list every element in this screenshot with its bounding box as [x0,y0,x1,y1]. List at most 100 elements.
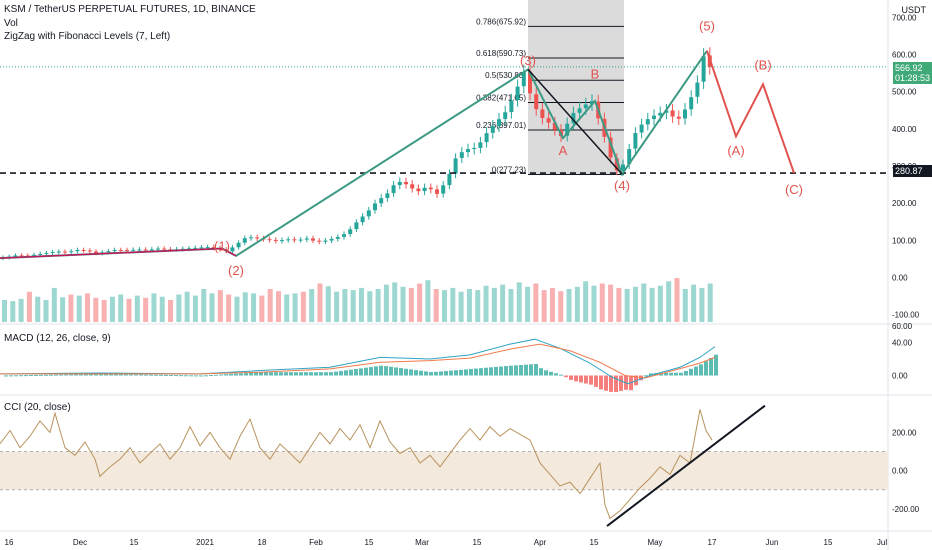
candle-body [149,249,154,251]
macd-histogram-bar [604,375,608,391]
macd-histogram-bar [34,374,38,376]
macd-histogram-bar [304,372,308,376]
volume-bar [234,296,240,322]
candle-body [571,112,576,124]
volume-bar [367,291,373,322]
macd-histogram-bar [674,372,678,376]
candle-body [583,104,588,109]
time-tick-label: 15 [365,538,374,547]
macd-histogram-bar [189,375,193,377]
candle-body [577,108,582,113]
macd-histogram-bar [359,368,363,376]
time-tick-label: Jul [877,538,887,547]
candle-body [63,251,67,253]
macd-histogram-bar [9,375,13,377]
volume-bar [417,283,423,322]
macd-histogram-bar [589,375,593,385]
volume-bar [68,294,74,322]
macd-histogram-bar [439,371,443,376]
macd-histogram-bar [569,375,573,380]
candle-body [590,101,594,105]
candle-body [565,123,570,136]
macd-histogram-bar [364,367,368,376]
candle-body [695,82,700,97]
macd-histogram-bar [434,371,438,376]
volume-bar [491,287,497,322]
macd-histogram-bar [149,374,153,376]
candle-body [658,112,663,116]
macd-histogram-bar [664,372,668,376]
macd-histogram-bar [564,375,568,378]
candle-body [143,249,148,251]
wave-label: (3) [520,53,536,68]
candle-body [627,149,632,165]
candle-body [125,250,129,252]
macd-histogram-bar [444,371,448,376]
wave-label: (C) [785,182,803,197]
macd-histogram-bar [349,369,353,376]
volume-bar [475,290,481,322]
volume-bar [566,289,572,322]
candle-body [298,239,303,241]
candle-body [379,198,384,204]
volume-bar [691,284,697,322]
macd-histogram-bar [594,375,598,387]
currency-label: USDT [901,5,927,15]
candle-body [286,239,291,241]
volume-bar [624,289,630,322]
macd-histogram-bar [4,375,8,377]
candle-body [664,110,669,113]
macd-histogram-bar [79,374,83,376]
volume-bar [275,291,281,322]
macd-histogram-bar [619,375,623,391]
macd-histogram-bar [554,373,558,376]
volume-bar [392,282,398,322]
volume-bar [201,289,207,322]
macd-histogram-bar [14,375,18,377]
volume-bar [641,283,647,322]
candle-body [69,251,74,253]
wave-label: (A) [727,143,744,158]
macd-histogram-bar [54,374,58,376]
candle-body [645,119,650,125]
macd-histogram-bar [574,375,578,382]
candle-body [267,239,272,241]
candle-body [162,248,167,250]
candle-body [273,239,278,241]
macd-histogram-bar [469,368,473,376]
candle-body [199,247,204,249]
symbol-title: KSM / TetherUS PERPETUAL FUTURES, 1D, BI… [4,4,256,15]
macd-histogram-bar [429,372,433,376]
volume-bar [400,286,406,322]
candle-body [193,247,198,249]
volume-bar [242,292,248,322]
wave-1-2-line [0,247,237,259]
macd-histogram-bar [249,372,253,376]
volume-bar [533,283,539,322]
candle-body [472,147,477,150]
volume-bar [466,289,472,322]
candle-body [329,238,334,241]
candle-body [497,119,501,126]
macd-histogram-bar [484,367,488,376]
volume-bar [334,291,340,322]
candle-body [112,250,117,252]
volume-bar [217,290,223,322]
macd-histogram-bar [354,369,358,376]
macd-histogram-bar [499,366,503,376]
volume-bar [616,287,622,322]
time-tick-label: Feb [309,538,323,547]
candle-body [249,237,253,239]
candle-body [459,152,464,158]
macd-histogram-bar [514,365,518,376]
volume-bar [51,287,57,322]
time-tick-label: Dec [73,538,87,547]
macd-histogram-bar [419,370,423,376]
volume-bar [101,300,107,322]
candle-body [187,248,191,250]
candle-body [528,71,532,94]
macd-tick-label: 60.00 [892,322,913,331]
macd-histogram-bar [39,374,43,376]
macd-histogram-bar [44,374,48,376]
